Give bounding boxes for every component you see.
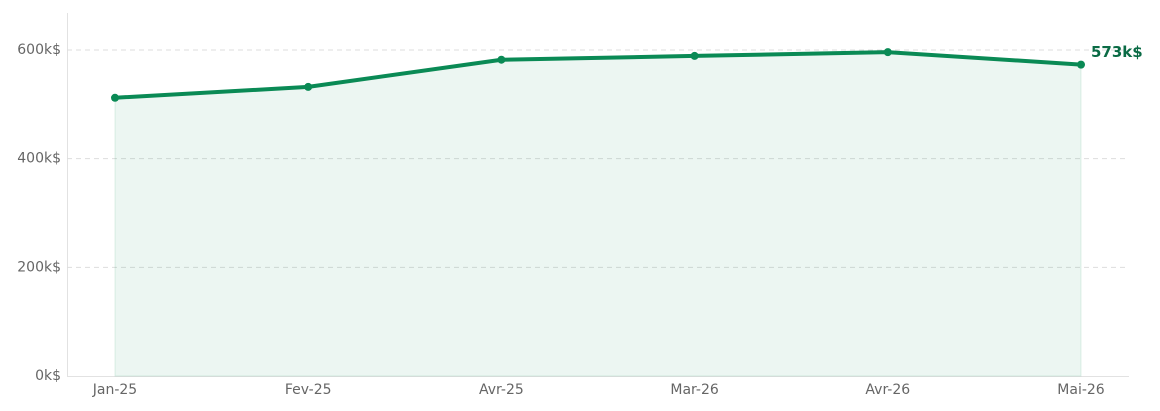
x-tick-label: Mai-26	[1057, 382, 1105, 398]
point	[304, 82, 313, 91]
x-tick-label: Avr-26	[865, 382, 910, 398]
line	[114, 50, 1082, 100]
y-tick-label: 0k$	[35, 368, 61, 384]
point	[883, 48, 892, 57]
value-label: 573k$	[1091, 43, 1143, 61]
y-tick-label: 600k$	[17, 42, 61, 58]
x-tick-label: Fev-25	[285, 382, 332, 398]
area	[114, 51, 1082, 377]
point	[497, 55, 506, 64]
y-tick-label: 200k$	[17, 259, 61, 275]
x-tick-label: Mar-26	[670, 382, 718, 398]
point	[690, 51, 699, 60]
point	[1077, 60, 1085, 69]
x-tick-label: Avr-25	[479, 382, 524, 398]
y-tick-label: 400k$	[17, 151, 61, 167]
point	[111, 93, 119, 102]
x-tick-label: Jan-25	[92, 382, 137, 398]
